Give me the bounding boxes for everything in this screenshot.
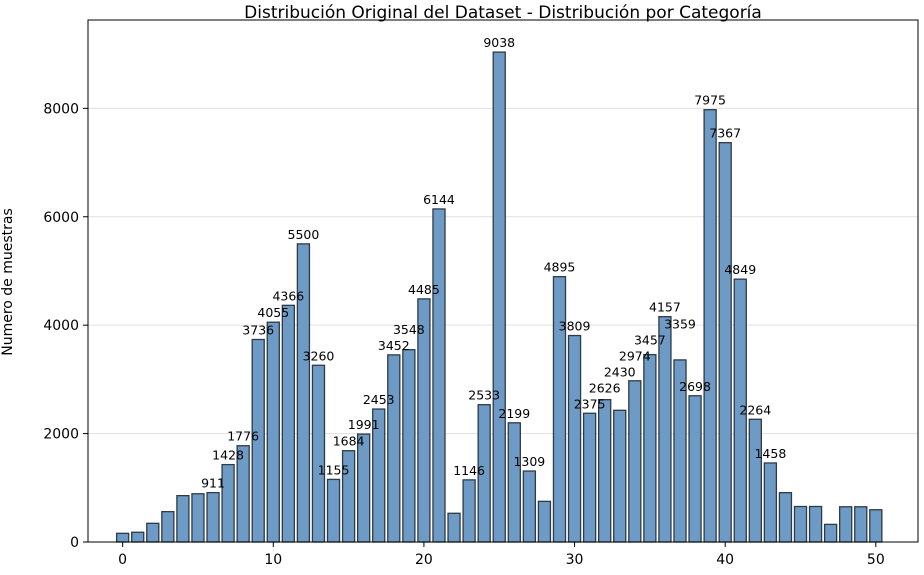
bar xyxy=(552,276,567,543)
data-label: 2199 xyxy=(498,406,530,421)
data-label: 2626 xyxy=(589,380,621,395)
x-tick-label: 0 xyxy=(118,552,127,568)
data-label: 3736 xyxy=(242,322,274,337)
y-tick-label: 6000 xyxy=(43,210,79,226)
bar xyxy=(356,433,371,543)
bar xyxy=(628,380,642,543)
bar xyxy=(567,334,582,543)
bar xyxy=(613,409,627,543)
data-label: 1146 xyxy=(453,463,485,478)
bar xyxy=(748,418,762,543)
data-label: 3359 xyxy=(664,316,696,331)
data-label: 1684 xyxy=(333,434,365,449)
y-tick-label: 4000 xyxy=(43,318,79,334)
bar xyxy=(161,510,175,543)
bar xyxy=(402,349,416,543)
bar xyxy=(854,506,868,543)
bar xyxy=(537,500,552,543)
bar xyxy=(146,522,160,543)
data-label: 1428 xyxy=(212,448,244,463)
bar xyxy=(839,506,853,543)
bar xyxy=(387,354,401,543)
data-label: 911 xyxy=(201,476,225,491)
bar xyxy=(266,321,280,543)
bar xyxy=(281,304,296,543)
data-label: 4157 xyxy=(649,300,681,315)
bar xyxy=(492,51,506,543)
data-labels: 911 1428 1776 3736 4055 4366 5500 3260 1155 1684 1… xyxy=(201,35,786,491)
bar xyxy=(432,208,446,543)
data-label: 1991 xyxy=(348,417,380,432)
bar xyxy=(823,523,838,543)
bar xyxy=(447,512,461,543)
bars xyxy=(115,51,883,543)
x-tick-label: 20 xyxy=(415,552,433,568)
data-label: 2453 xyxy=(363,392,395,407)
axes: 0 2000 4000 6000 8000 0 10 20 30 40 50 xyxy=(43,19,919,568)
x-tick-label: 40 xyxy=(716,552,734,568)
bar xyxy=(582,412,597,543)
data-label: 9038 xyxy=(483,35,515,50)
bar xyxy=(643,353,657,543)
data-label: 1155 xyxy=(318,462,350,477)
y-tick-label: 0 xyxy=(70,535,79,551)
y-tick-label: 2000 xyxy=(43,427,79,443)
data-label: 4055 xyxy=(257,305,289,320)
x-tick-label: 50 xyxy=(867,552,885,568)
bar xyxy=(176,495,190,543)
data-label: 4895 xyxy=(544,260,576,275)
bar xyxy=(793,505,808,543)
data-label: 1458 xyxy=(754,446,786,461)
bar xyxy=(206,491,220,543)
bar xyxy=(311,364,326,543)
data-label: 1309 xyxy=(513,454,545,469)
bar xyxy=(115,532,130,543)
bar xyxy=(507,422,521,543)
y-tick-label: 8000 xyxy=(43,101,79,117)
bar xyxy=(522,470,537,543)
data-label: 3457 xyxy=(634,332,666,347)
bar xyxy=(778,492,793,543)
bar xyxy=(703,109,717,543)
x-tick-label: 30 xyxy=(566,552,584,568)
y-axis-label: Numero de muestras xyxy=(0,208,16,356)
data-label: 2264 xyxy=(739,402,771,417)
data-label: 2533 xyxy=(468,388,500,403)
plot-frame xyxy=(87,19,919,543)
data-label: 3452 xyxy=(378,338,410,353)
bar xyxy=(462,479,476,543)
bar xyxy=(688,395,702,543)
data-label: 2375 xyxy=(574,396,606,411)
bar xyxy=(131,531,145,543)
bar xyxy=(718,142,732,543)
bar xyxy=(191,493,205,543)
data-label: 4485 xyxy=(408,282,440,297)
x-tick-label: 10 xyxy=(264,552,282,568)
data-label: 3809 xyxy=(559,319,591,334)
data-label: 3260 xyxy=(303,348,335,363)
data-label: 7367 xyxy=(709,126,741,141)
data-label: 2430 xyxy=(604,364,636,379)
bar xyxy=(658,316,672,543)
data-label: 2698 xyxy=(679,379,711,394)
data-label: 4366 xyxy=(272,288,304,303)
bar xyxy=(326,478,341,543)
data-label: 6144 xyxy=(423,192,455,207)
data-label: 2974 xyxy=(619,348,651,363)
bar xyxy=(598,399,612,543)
chart-title: Distribución Original del Dataset - Dist… xyxy=(244,3,762,23)
data-label: 4849 xyxy=(724,262,756,277)
data-label: 3548 xyxy=(393,322,425,337)
bar xyxy=(869,509,883,543)
data-label: 1776 xyxy=(227,429,259,444)
bar xyxy=(763,462,778,543)
data-label: 7975 xyxy=(694,93,726,108)
bar xyxy=(808,505,823,543)
data-label: 5500 xyxy=(288,227,320,242)
